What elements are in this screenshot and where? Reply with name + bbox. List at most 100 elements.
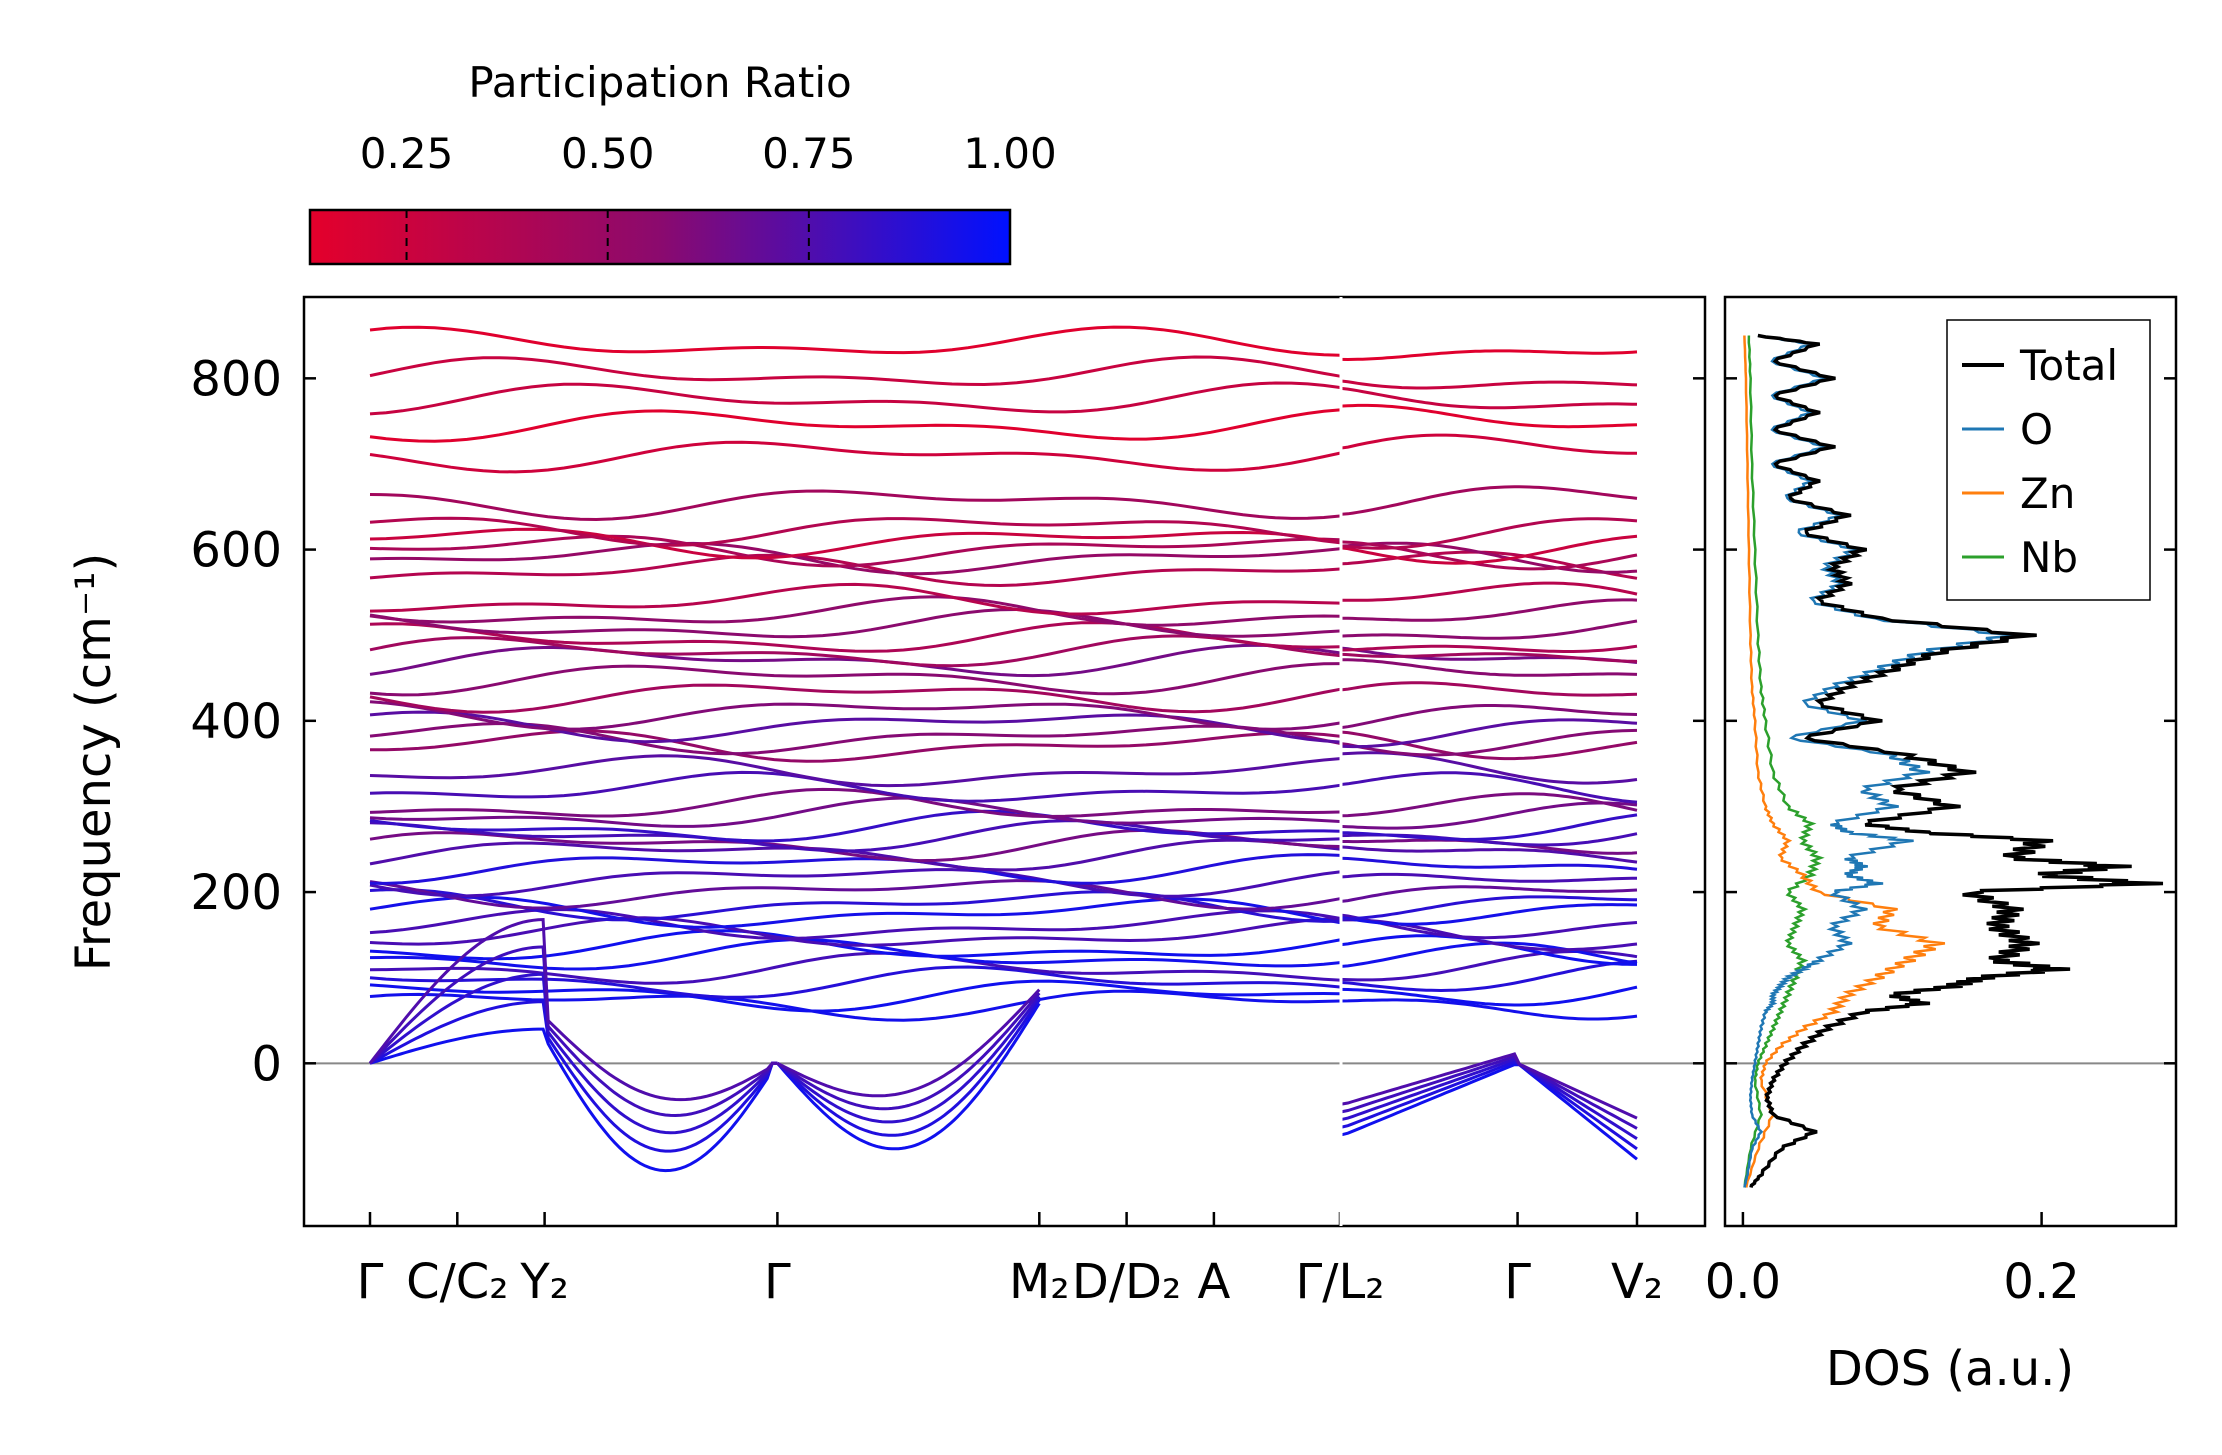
acoustic-band [776, 995, 1041, 1124]
acoustic-band [369, 972, 778, 1135]
dos-curves [1743, 333, 2164, 1188]
optical-band [1339, 704, 1638, 730]
legend-entries: Total O Zn Nb [1962, 341, 2118, 582]
optical-band [1340, 581, 1638, 602]
acoustic-band [776, 988, 1041, 1098]
acoustic-band [369, 1000, 778, 1153]
acoustic-band [776, 999, 1041, 1137]
optical-band [1339, 517, 1638, 550]
optical-band [1339, 652, 1638, 663]
optical-band [1339, 872, 1637, 883]
k-tick-label: Γ [1504, 1254, 1531, 1310]
dos-x-tick-label: 0.0 [1705, 1254, 1781, 1310]
band-panel: 0 200 400 600 800 Γ C/C₂ Y₂ Γ M₂ D/D₂ A Γ/L₂ Γ V₂ Fre… [66, 295, 1707, 1310]
optical-band [1339, 998, 1638, 1021]
optical-band [1339, 771, 1638, 804]
optical-band [369, 787, 1341, 819]
colorbar-tick-label: 0.75 [762, 129, 856, 178]
optical-band [1339, 485, 1638, 516]
optical-band [369, 989, 1341, 1022]
acoustic-band [776, 1002, 1041, 1151]
dos-x-tick-label: 0.2 [2003, 1254, 2079, 1310]
k-path-ticks: Γ C/C₂ Y₂ Γ M₂ D/D₂ A Γ/L₂ Γ V₂ [357, 297, 1663, 1310]
optical-band [1339, 379, 1638, 390]
optical-band [369, 527, 1341, 560]
colorbar-tick-label: 0.25 [360, 129, 454, 178]
optical-band [1340, 658, 1638, 677]
k-tick-label: Γ [357, 1254, 384, 1310]
dos-frequency-ticks [1725, 377, 2176, 1065]
dos-legend: Total O Zn Nb [1946, 319, 2151, 601]
optical-band [1339, 792, 1638, 818]
optical-band [369, 979, 1341, 1013]
colorbar: Participation Ratio 0.25 0.50 0.75 1.00 [308, 58, 1057, 266]
dos-x-axis-title: DOS (a.u.) [1826, 1341, 2074, 1397]
optical-band [369, 754, 1341, 788]
acoustic-band [1339, 1060, 1638, 1151]
optical-band [369, 355, 1341, 387]
optical-band [369, 662, 1341, 697]
optical-band [1339, 856, 1638, 871]
optical-band [369, 809, 1341, 843]
y-tick-label: 400 [190, 694, 282, 750]
optical-band [369, 796, 1341, 828]
optical-band [369, 516, 1341, 547]
colorbar-ticks [405, 210, 810, 264]
colorbar-tick-labels: 0.25 0.50 0.75 1.00 [360, 129, 1057, 178]
optical-band [1339, 985, 1638, 1007]
acoustic-band [368, 945, 778, 1118]
legend-label: Zn [2020, 469, 2075, 518]
optical-band [369, 929, 1341, 961]
k-tick-label: C/C₂ [406, 1254, 508, 1310]
optical-band [1339, 644, 1638, 653]
colorbar-title: Participation Ratio [468, 58, 851, 107]
optical-band [369, 381, 1341, 416]
optical-band [1339, 349, 1638, 362]
acoustic-band [1339, 1063, 1638, 1161]
frequency-axis-ticks: 0 200 400 600 800 [190, 351, 1705, 1092]
optical-band [1339, 598, 1638, 622]
optical-band [369, 325, 1341, 357]
k-tick-label: M₂ [1009, 1254, 1070, 1310]
optical-band [1339, 550, 1638, 580]
optical-band [369, 582, 1341, 616]
optical-band [369, 853, 1341, 885]
legend-label: O [2020, 405, 2053, 454]
k-tick-label: D/D₂ [1072, 1254, 1181, 1310]
dos-panel-frame [1723, 295, 2178, 1228]
acoustic-band [776, 992, 1041, 1111]
optical-band [369, 879, 1341, 911]
optical-band [369, 916, 1341, 947]
dos-axis-ticks: 0.0 0.2 [1705, 1212, 2080, 1310]
acoustic-band [1339, 1054, 1638, 1130]
optical-band [1339, 681, 1638, 697]
optical-band [369, 541, 1341, 576]
optical-band [1339, 813, 1638, 842]
dos-curve-zn [1743, 335, 1946, 1188]
optical-band [1339, 949, 1638, 982]
optical-band [1339, 845, 1638, 864]
optical-band [369, 721, 1341, 756]
optical-band [1339, 728, 1638, 757]
optical-band [369, 534, 1341, 568]
optical-band [369, 634, 1341, 668]
y-tick-label: 800 [190, 351, 282, 407]
optical-band [369, 408, 1341, 443]
optical-band [369, 770, 1341, 803]
optical-band [369, 440, 1341, 474]
acoustic-band [368, 917, 778, 1102]
acoustic-band [369, 1027, 778, 1173]
optical-band [1339, 913, 1638, 940]
optical-band [1339, 433, 1637, 455]
colorbar-gradient [308, 208, 1012, 266]
optical-band [369, 683, 1341, 714]
y-tick-label: 200 [190, 865, 282, 921]
k-tick-label: V₂ [1611, 1254, 1663, 1310]
optical-band [1339, 885, 1638, 903]
dos-curve-total [1749, 333, 2164, 1188]
k-tick-label: Γ [764, 1254, 791, 1310]
optical-band [1339, 403, 1638, 429]
band-panel-frame [302, 295, 1707, 1228]
y-tick-label: 600 [190, 523, 282, 579]
